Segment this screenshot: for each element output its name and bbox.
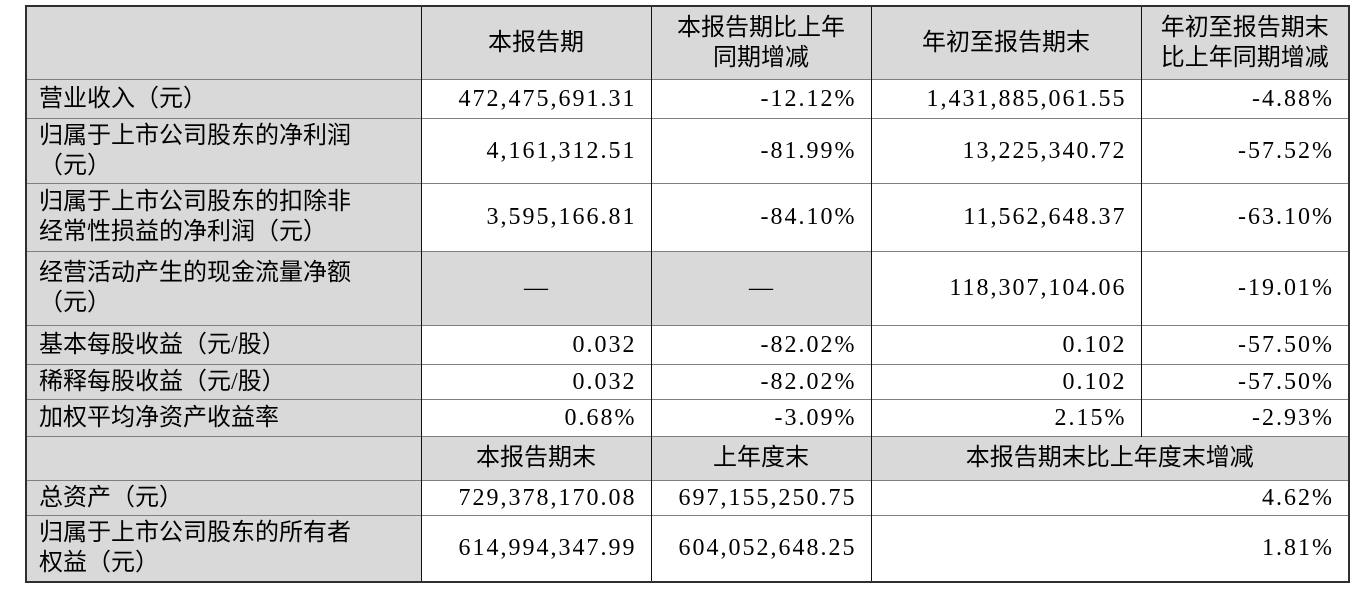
cell-value: 0.032 [420,363,651,399]
column-header-period-end-change: 本报告期末比上年度末增减 [870,435,1349,480]
cell-value: -19.01% [1140,250,1349,325]
row-label: 营业收入（元） [25,78,421,118]
row-label: 加权平均净资产收益率 [25,398,421,436]
cell-value: 4.62% [870,479,1349,515]
column-header-ytd-yoy: 年初至报告期末 比上年同期增减 [1140,5,1349,79]
cell-value: 2.15% [870,398,1141,436]
row-label: 经营活动产生的现金流量净额 （元） [25,250,421,325]
cell-value: 118,307,104.06 [870,250,1141,325]
row-label: 归属于上市公司股东的所有者 权益（元） [25,514,421,582]
cell-value: 604,052,648.25 [650,514,871,582]
column-header-empty [25,5,421,79]
column-header-current-period-yoy: 本报告期比上年 同期增减 [650,5,871,79]
column-header-ytd: 年初至报告期末 [870,5,1141,79]
table-row: 基本每股收益（元/股） 0.032 -82.02% 0.102 -57.50% [25,324,1349,364]
row-label: 总资产（元） [25,479,421,515]
row-label: 稀释每股收益（元/股） [25,363,421,399]
cell-value: -84.10% [650,182,871,251]
cell-value: 729,378,170.08 [420,479,651,515]
table-row: 经营活动产生的现金流量净额 （元） — — 118,307,104.06 -19… [25,250,1349,325]
cell-value: 0.102 [870,324,1141,364]
cell-value: -2.93% [1140,398,1349,436]
table-row: 营业收入（元） 472,475,691.31 -12.12% 1,431,885… [25,78,1349,118]
financial-report-table-container: 本报告期 本报告期比上年 同期增减 年初至报告期末 年初至报告期末 比上年同期增… [25,5,1350,583]
cell-value: -57.50% [1140,363,1349,399]
cell-value: 11,562,648.37 [870,182,1141,251]
cell-value: -81.99% [650,117,871,183]
cell-value: -57.52% [1140,117,1349,183]
table-row: 稀释每股收益（元/股） 0.032 -82.02% 0.102 -57.50% [25,363,1349,399]
cell-value: -82.02% [650,324,871,364]
table-header-row-1: 本报告期 本报告期比上年 同期增减 年初至报告期末 年初至报告期末 比上年同期增… [25,5,1349,79]
table-row: 归属于上市公司股东的所有者 权益（元） 614,994,347.99 604,0… [25,514,1349,582]
cell-value: 614,994,347.99 [420,514,651,582]
cell-value: 0.102 [870,363,1141,399]
table-row: 归属于上市公司股东的净利润 （元） 4,161,312.51 -81.99% 1… [25,117,1349,183]
cell-value: 1,431,885,061.55 [870,78,1141,118]
column-header-current-period: 本报告期 [420,5,651,79]
column-header-period-end: 本报告期末 [420,435,651,480]
cell-value: 697,155,250.75 [650,479,871,515]
table-header-row-2: 本报告期末 上年度末 本报告期末比上年度末增减 [25,435,1349,480]
cell-value: -82.02% [650,363,871,399]
cell-value: -57.50% [1140,324,1349,364]
cell-value: 3,595,166.81 [420,182,651,251]
cell-value: 0.032 [420,324,651,364]
financial-summary-table: 本报告期 本报告期比上年 同期增减 年初至报告期末 年初至报告期末 比上年同期增… [25,5,1350,583]
row-label: 归属于上市公司股东的扣除非 经常性损益的净利润（元） [25,182,421,251]
cell-value: -3.09% [650,398,871,436]
cell-value: -12.12% [650,78,871,118]
cell-value: -4.88% [1140,78,1349,118]
cell-value-empty-dash: — [420,250,651,325]
column-header-empty [25,435,421,480]
table-row: 归属于上市公司股东的扣除非 经常性损益的净利润（元） 3,595,166.81 … [25,182,1349,251]
cell-value: 1.81% [870,514,1349,582]
cell-value: 472,475,691.31 [420,78,651,118]
table-row: 加权平均净资产收益率 0.68% -3.09% 2.15% -2.93% [25,398,1349,436]
cell-value-empty-dash: — [650,250,871,325]
cell-value: 0.68% [420,398,651,436]
cell-value: -63.10% [1140,182,1349,251]
cell-value: 13,225,340.72 [870,117,1141,183]
row-label: 基本每股收益（元/股） [25,324,421,364]
cell-value: 4,161,312.51 [420,117,651,183]
column-header-last-year-end: 上年度末 [650,435,871,480]
table-row: 总资产（元） 729,378,170.08 697,155,250.75 4.6… [25,479,1349,515]
row-label: 归属于上市公司股东的净利润 （元） [25,117,421,183]
